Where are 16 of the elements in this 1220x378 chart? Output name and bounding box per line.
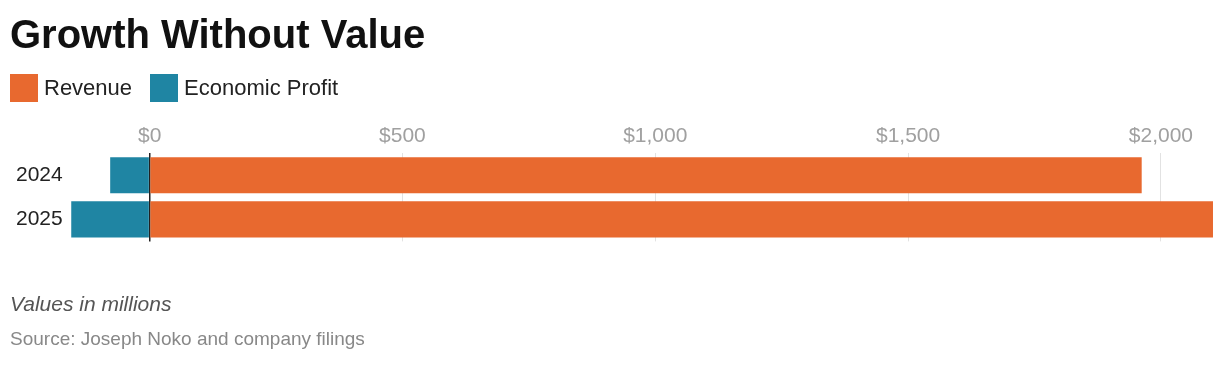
y-tick-label: 2025 (16, 206, 63, 230)
x-tick-label: $500 (379, 123, 426, 147)
bar (150, 201, 1213, 238)
x-tick-label: $2,000 (1128, 123, 1194, 147)
x-tick-label: $1,500 (875, 123, 941, 147)
x-tick-label: $0 (137, 123, 162, 147)
legend-label: Revenue (44, 75, 133, 101)
x-tick-label: $1,000 (623, 123, 688, 147)
bar (150, 157, 1142, 194)
chart-title: Growth Without Value (10, 11, 427, 58)
bar (110, 157, 149, 194)
bar (71, 201, 149, 238)
text: Values in millions (10, 292, 173, 316)
source-note: Source: Joseph Noko and company filings (10, 328, 366, 350)
legend-label: Economic Profit (184, 75, 339, 101)
y-tick-label: 2024 (16, 162, 64, 186)
